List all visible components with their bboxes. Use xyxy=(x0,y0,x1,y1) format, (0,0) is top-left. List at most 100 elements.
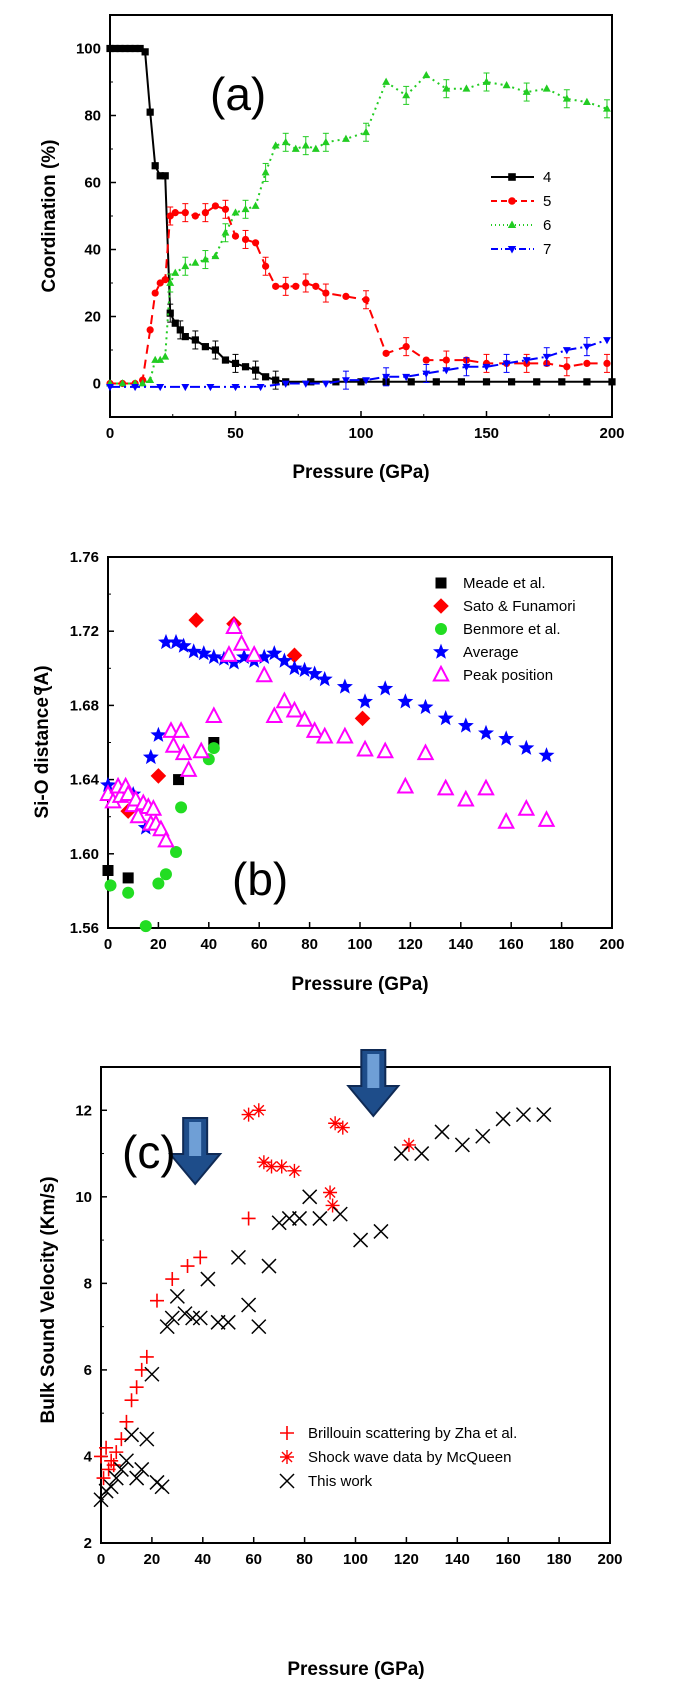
data-point xyxy=(245,645,263,662)
legend-marker xyxy=(433,643,449,659)
data-point xyxy=(151,162,159,170)
x-tick-label: 140 xyxy=(448,936,473,953)
y-tick-label: 1.56 xyxy=(70,920,99,937)
data-point xyxy=(311,144,320,152)
data-point xyxy=(191,336,199,344)
data-point xyxy=(306,665,323,681)
data-point xyxy=(478,724,494,740)
data-point xyxy=(162,721,180,738)
y-tick-label: 1.64 xyxy=(70,772,100,789)
data-point xyxy=(241,204,250,213)
data-point xyxy=(150,768,167,784)
data-point xyxy=(231,359,240,367)
data-point xyxy=(281,137,290,146)
data-point xyxy=(232,633,251,651)
data-point xyxy=(106,383,114,392)
data-point xyxy=(231,232,240,240)
y-tick-label: 12 xyxy=(75,1102,92,1119)
x-tick-label: 0 xyxy=(106,425,114,442)
legend-b: Meade et al. Sato & Funamori Benmore et al… xyxy=(432,575,576,684)
legend-label: Brillouin scattering by Zha et al. xyxy=(308,1425,517,1442)
y-axis-title-c: Bulk Sound Velocity (Km/s) xyxy=(38,1176,59,1423)
data-point xyxy=(125,786,142,802)
data-point xyxy=(225,617,243,635)
data-point xyxy=(193,1250,208,1265)
series-group-c xyxy=(93,1103,552,1508)
legend-marker xyxy=(280,1426,294,1440)
data-point xyxy=(142,748,159,765)
data-point xyxy=(266,645,283,661)
x-tick-label: 140 xyxy=(445,1551,470,1568)
data-point xyxy=(136,44,144,53)
x-tick-label: 0 xyxy=(97,1551,105,1568)
panel-a: 0 50 100 150 200 0 20 40 60 80 100 (a) Pressure (G… xyxy=(39,14,625,483)
legend-label: 4 xyxy=(543,169,551,186)
data-point xyxy=(146,108,154,116)
data-point xyxy=(181,333,189,341)
data-point xyxy=(108,1470,124,1486)
y-tick-label: 1.72 xyxy=(70,623,99,640)
data-point xyxy=(442,367,451,375)
legend-label: Peak position xyxy=(463,667,553,684)
data-point xyxy=(156,355,165,363)
data-point xyxy=(536,1107,552,1123)
data-point xyxy=(397,693,414,709)
x-tick-label: 150 xyxy=(474,425,499,442)
data-point xyxy=(192,741,211,759)
data-point xyxy=(502,81,511,89)
data-point xyxy=(342,292,350,300)
data-point xyxy=(336,678,353,694)
legend-marker xyxy=(435,623,447,635)
data-point xyxy=(129,1470,145,1486)
data-point xyxy=(454,1137,470,1153)
data-point xyxy=(272,282,280,290)
data-point xyxy=(393,1146,409,1162)
data-point xyxy=(608,378,616,386)
data-point xyxy=(537,810,556,827)
data-point xyxy=(256,648,273,664)
data-point xyxy=(475,1128,491,1144)
x-tick-label: 160 xyxy=(499,936,524,953)
data-point xyxy=(328,1116,343,1131)
data-point xyxy=(255,665,274,683)
data-point xyxy=(230,1249,246,1265)
data-point xyxy=(382,373,391,382)
x-tick-label: 80 xyxy=(296,1551,313,1568)
panel-b: 0 20 40 60 80 100 120 140 160 180 200 1.56 1.60 1.64 1… xyxy=(32,549,625,995)
data-point xyxy=(261,168,270,176)
series-Benmore et al. xyxy=(104,742,220,933)
legend-label: 6 xyxy=(543,217,551,234)
data-point xyxy=(176,326,184,334)
data-point xyxy=(354,710,371,727)
data-point xyxy=(291,1210,308,1226)
data-point xyxy=(161,352,170,360)
data-point xyxy=(286,659,303,676)
data-point xyxy=(307,378,315,386)
data-point xyxy=(321,137,330,146)
data-point xyxy=(332,1206,348,1222)
data-point xyxy=(502,360,511,368)
series-4 xyxy=(106,44,616,390)
data-point xyxy=(150,726,167,742)
data-point xyxy=(106,44,114,53)
legend-label: 7 xyxy=(543,241,551,258)
data-point xyxy=(181,383,190,392)
series-Shock wave data by McQueen xyxy=(241,1103,416,1213)
legend-marker xyxy=(507,245,517,254)
data-point xyxy=(106,1458,121,1473)
data-point xyxy=(353,1232,369,1248)
y-tick-label: 10 xyxy=(75,1189,92,1206)
data-point xyxy=(321,380,330,388)
data-point xyxy=(251,201,260,209)
data-point xyxy=(174,743,193,761)
data-point xyxy=(442,84,451,92)
data-point xyxy=(262,262,270,270)
axis-ticks-c: 0 20 40 60 80 100 120 140 160 180 200 2 4 6 8 10 12 xyxy=(75,1102,622,1568)
data-point xyxy=(583,378,591,386)
data-point xyxy=(287,1163,302,1178)
data-point xyxy=(285,700,304,718)
data-point xyxy=(94,1449,108,1464)
data-point xyxy=(362,127,370,136)
data-point xyxy=(166,309,174,317)
data-point xyxy=(165,1272,180,1287)
